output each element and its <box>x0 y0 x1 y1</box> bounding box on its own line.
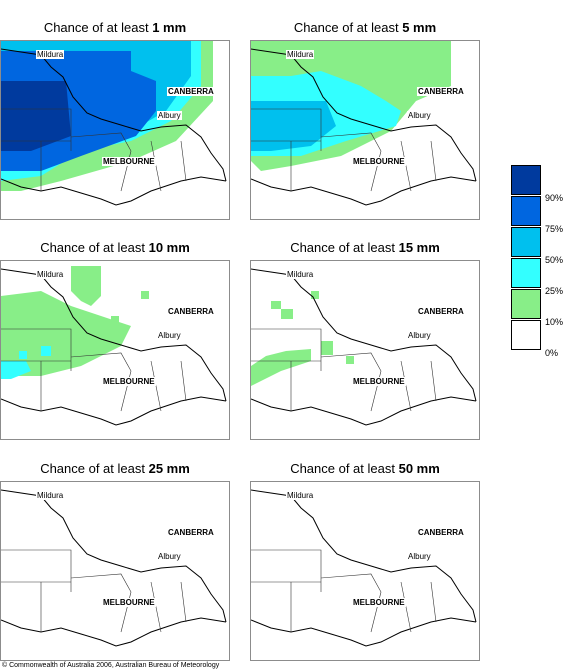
mildura-label: Mildura <box>286 270 315 279</box>
mildura-label: Mildura <box>36 50 65 59</box>
map-50mm: Mildura CANBERRA Albury MELBOURNE <box>250 481 480 661</box>
copyright-notice: © Commonwealth of Australia 2006, Austra… <box>2 662 220 669</box>
panel-title: Chance of at least 25 mm <box>40 461 190 476</box>
canberra-label: CANBERRA <box>417 528 465 537</box>
melbourne-label: MELBOURNE <box>102 377 156 386</box>
albury-label: Albury <box>407 111 432 120</box>
albury-label: Albury <box>157 331 182 340</box>
melbourne-label: MELBOURNE <box>352 157 406 166</box>
albury-label: Albury <box>407 552 432 561</box>
albury-label: Albury <box>157 111 182 120</box>
map-25mm: Mildura CANBERRA Albury MELBOURNE <box>0 481 230 661</box>
legend-swatch-4 <box>511 289 541 319</box>
legend-tick-50: 50% <box>545 255 564 265</box>
legend-tick-10: 10% <box>545 317 564 327</box>
mildura-label: Mildura <box>286 50 315 59</box>
albury-label: Albury <box>157 552 182 561</box>
probability-map <box>1 266 227 426</box>
legend-tick-75: 75% <box>545 224 564 234</box>
probability-map <box>1 41 227 206</box>
legend-swatch-5 <box>511 320 541 350</box>
melbourne-label: MELBOURNE <box>352 598 406 607</box>
melbourne-label: MELBOURNE <box>102 157 156 166</box>
legend-tick-0: 0% <box>545 348 559 358</box>
legend-swatch-2 <box>511 227 541 257</box>
canberra-label: CANBERRA <box>417 307 465 316</box>
map-15mm: Mildura CANBERRA Albury MELBOURNE <box>250 260 480 440</box>
mildura-label: Mildura <box>286 491 315 500</box>
map-10mm: Mildura CANBERRA Albury MELBOURNE <box>0 260 230 440</box>
legend-swatch-0 <box>511 165 541 195</box>
legend-tick-25: 25% <box>545 286 564 296</box>
melbourne-label: MELBOURNE <box>352 377 406 386</box>
panel-title: Chance of at least 10 mm <box>40 240 190 255</box>
canberra-label: CANBERRA <box>167 307 215 316</box>
panel-title: Chance of at least 1 mm <box>43 20 187 35</box>
map-1mm: Mildura CANBERRA Albury MELBOURNE <box>0 40 230 220</box>
panel-title: Chance of at least 15 mm <box>290 240 440 255</box>
canberra-label: CANBERRA <box>167 87 215 96</box>
canberra-label: CANBERRA <box>167 528 215 537</box>
legend-swatch-3 <box>511 258 541 288</box>
legend-swatch-1 <box>511 196 541 226</box>
probability-map <box>251 268 477 426</box>
probability-map <box>251 489 477 647</box>
canberra-label: CANBERRA <box>417 87 465 96</box>
panel-title: Chance of at least 50 mm <box>290 461 440 476</box>
melbourne-label: MELBOURNE <box>102 598 156 607</box>
mildura-label: Mildura <box>36 491 65 500</box>
albury-label: Albury <box>407 331 432 340</box>
panel-title: Chance of at least 5 mm <box>293 20 437 35</box>
probability-map <box>251 41 477 206</box>
map-5mm: Mildura CANBERRA Albury MELBOURNE <box>250 40 480 220</box>
probability-map <box>1 489 227 647</box>
legend-tick-90: 90% <box>545 193 564 203</box>
mildura-label: Mildura <box>36 270 65 279</box>
